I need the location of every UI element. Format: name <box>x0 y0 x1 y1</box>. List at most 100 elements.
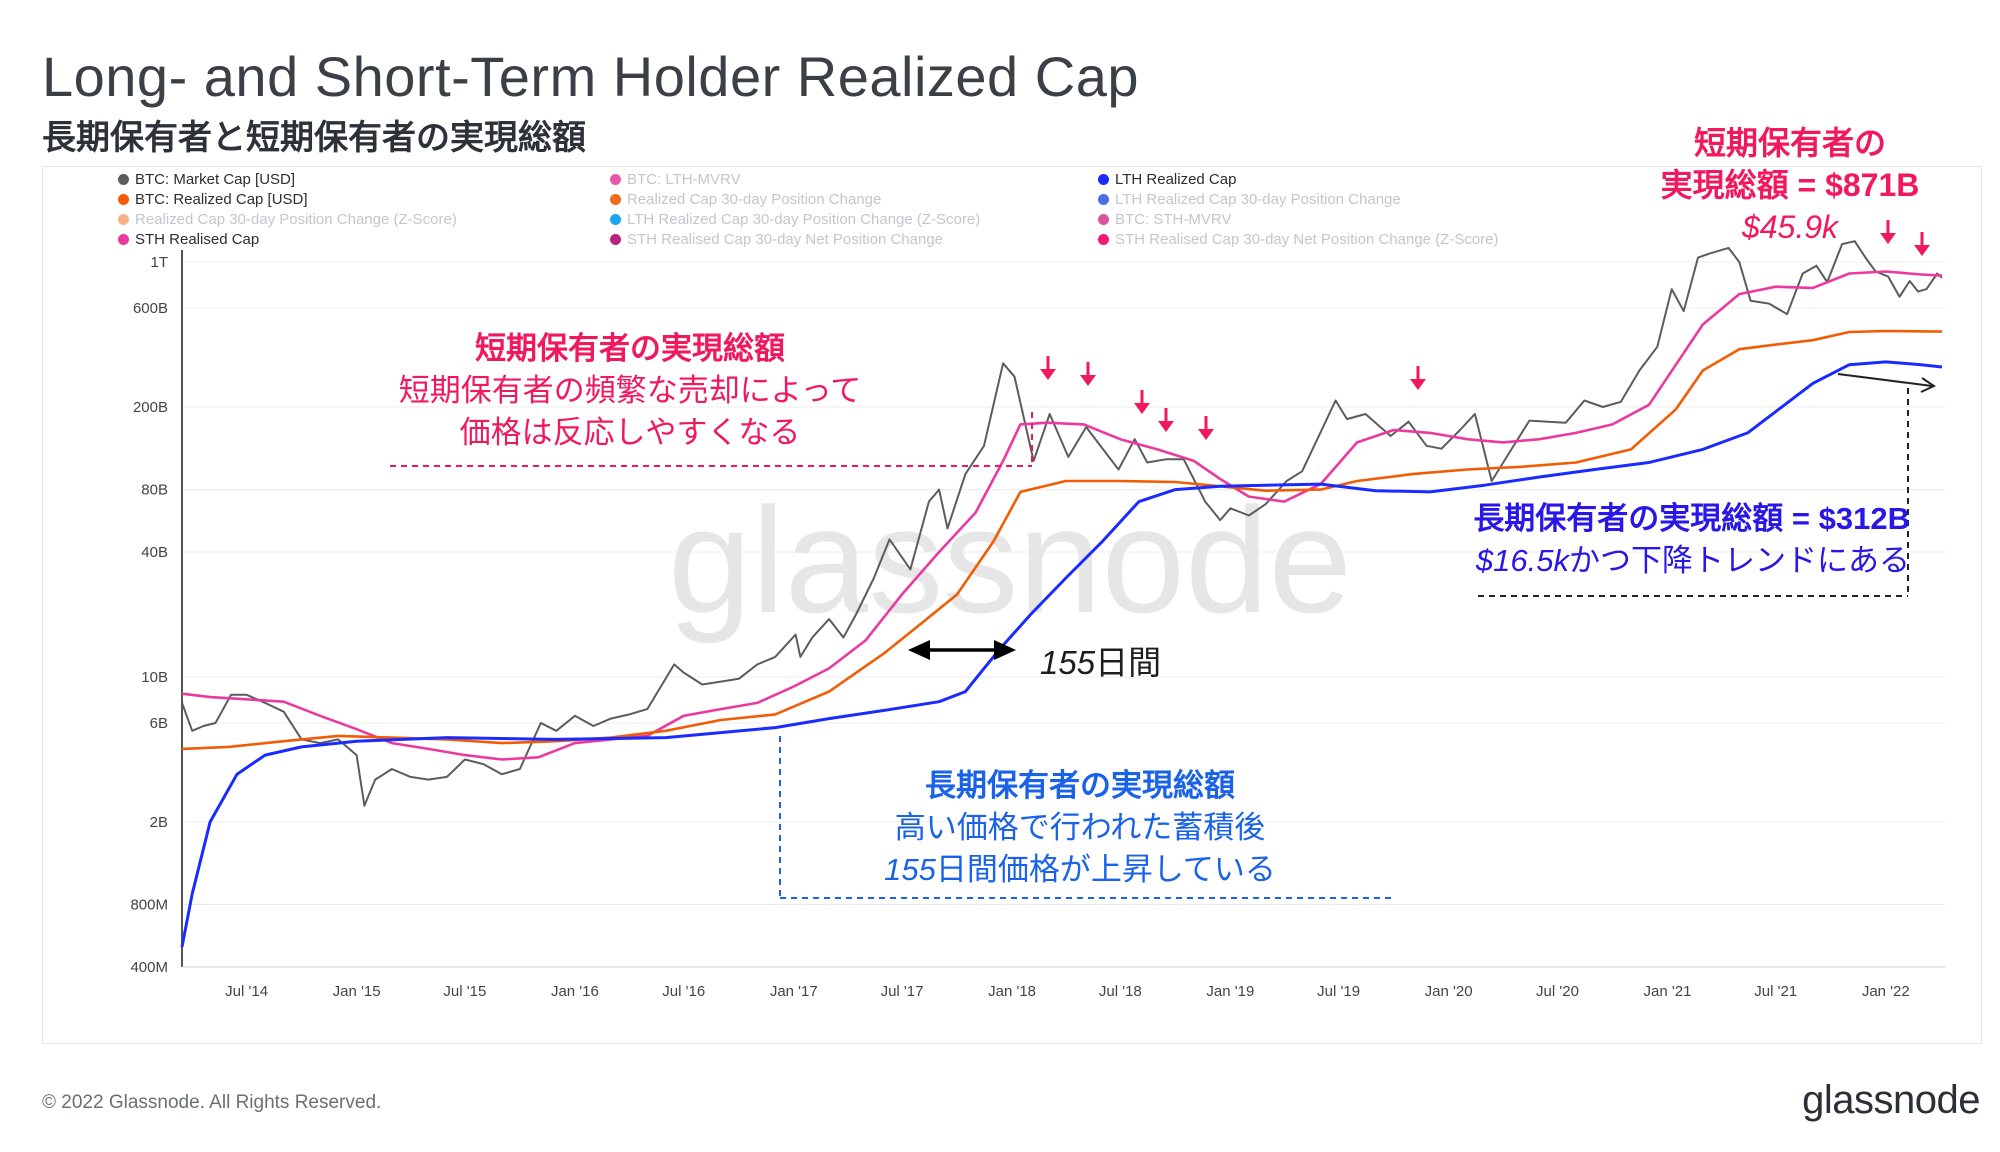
legend-item[interactable]: STH Realised Cap 30-day Net Position Cha… <box>610 231 943 248</box>
y-tick-label: 80B <box>141 482 168 499</box>
sth-mid-line2: 短期保有者の頻繁な売却によって <box>398 373 862 408</box>
legend-dot-icon <box>610 214 621 225</box>
y-tick-label: 10B <box>141 669 168 686</box>
legend-item[interactable]: Realized Cap 30-day Position Change <box>610 191 881 208</box>
legend-item[interactable]: BTC: Market Cap [USD] <box>118 171 295 188</box>
page-subtitle: 長期保有者と短期保有者の実現総額 <box>42 119 586 157</box>
legend-label: STH Realised Cap 30-day Net Position Cha… <box>627 231 944 248</box>
y-tick-label: 200B <box>133 399 168 416</box>
grid <box>182 261 1945 968</box>
legend-item[interactable]: BTC: STH-MVRV <box>1098 211 1231 228</box>
sth-mid-annotation: 短期保有者の実現総額 短期保有者の頻繁な売却によって 価格は反応しやすくなる <box>360 328 900 454</box>
x-tick-label: Jul '16 <box>662 983 705 1000</box>
legend-label: BTC: Realized Cap [USD] <box>135 191 308 208</box>
down-arrow-head-icon <box>1158 421 1174 432</box>
lth-bottom-annotation: 長期保有者の実現総額 高い価格で行われた蓄積後 155日間価格が上昇している <box>800 765 1360 891</box>
legend-label: LTH Realized Cap 30-day Position Change … <box>627 211 981 228</box>
lag-unit: 日間 <box>1095 644 1162 681</box>
series-layer <box>180 240 1943 948</box>
lth-right-price: $16.5k <box>1475 543 1569 578</box>
down-arrow-head-icon <box>1198 429 1214 440</box>
sth-top-annotation: 短期保有者の 実現総額 = $871B $45.9k <box>1590 122 1990 248</box>
series-line <box>180 360 1943 948</box>
sth-mid-line3: 価格は反応しやすくなる <box>459 415 801 450</box>
down-arrow-head-icon <box>1410 379 1426 390</box>
x-tick-label: Jan '22 <box>1862 983 1910 1000</box>
legend-dot-icon <box>1098 234 1109 245</box>
down-arrow-head-icon <box>1134 403 1150 414</box>
x-tick-label: Jan '17 <box>770 983 818 1000</box>
y-tick-label: 2B <box>150 814 168 831</box>
lth-right-line1: 長期保有者の実現総額 = $312B <box>1473 501 1910 536</box>
legend-item[interactable]: LTH Realized Cap 30-day Position Change … <box>610 211 980 228</box>
copyright-footer: © 2022 Glassnode. All Rights Reserved. <box>42 1092 382 1113</box>
lth-bottom-line3: 155日間価格が上昇している <box>800 849 1360 891</box>
brand-logo: glassnode <box>1802 1078 1980 1122</box>
legend-dot-icon <box>610 194 621 205</box>
legend-item[interactable]: LTH Realized Cap 30-day Position Change <box>1098 191 1401 208</box>
lth-bottom-days: 155 <box>884 852 936 887</box>
x-tick-label: Jan '19 <box>1206 983 1254 1000</box>
trend-arrow-icon <box>1837 373 1933 387</box>
lth-right-line2: $16.5kかつ下降トレンドにある <box>1370 540 1910 582</box>
lth-bottom-line1: 長期保有者の実現総額 <box>925 768 1235 803</box>
sth-top-line1: 短期保有者の <box>1693 125 1886 161</box>
down-arrow-head-icon <box>1080 375 1096 386</box>
x-tick-label: Jan '18 <box>988 983 1036 1000</box>
down-arrow-head-icon <box>1914 245 1930 256</box>
legend-dot-icon <box>1098 214 1109 225</box>
sth-top-line2: 実現総額 = $871B <box>1660 167 1920 203</box>
lag-label: 155日間 <box>1040 636 1161 684</box>
legend-dot-icon <box>610 234 621 245</box>
y-tick-label: 40B <box>141 544 168 561</box>
lth-right-trend: かつ下降トレンドにある <box>1569 543 1910 578</box>
legend-label: Realized Cap 30-day Position Change (Z-S… <box>135 211 457 228</box>
x-tick-label: Jan '15 <box>333 983 381 1000</box>
series-line <box>181 240 1943 807</box>
x-tick-label: Jan '21 <box>1644 983 1692 1000</box>
series-line <box>181 329 1943 751</box>
annotation-overlay <box>390 220 1937 899</box>
legend-label: BTC: LTH-MVRV <box>627 171 741 188</box>
y-tick-label: 6B <box>150 715 168 732</box>
double-arrow-right-head-icon <box>994 640 1016 660</box>
legend-label: STH Realised Cap 30-day Net Position Cha… <box>1115 231 1499 248</box>
legend-label: BTC: STH-MVRV <box>1115 211 1232 228</box>
legend-dot-icon <box>118 234 129 245</box>
lth-bottom-text: 日間価格が上昇している <box>935 852 1276 887</box>
legend-item[interactable]: STH Realised Cap <box>118 231 259 248</box>
x-tick-label: Jul '15 <box>443 983 486 1000</box>
lth-bottom-line2: 高い価格で行われた蓄積後 <box>894 810 1266 845</box>
axes: 400M 800M 2B 6B 10B 40B 80B 200B 600B 1T Jul '14 Ja… <box>130 250 1945 1000</box>
legend-label: Realized Cap 30-day Position Change <box>627 191 882 208</box>
y-tick-label: 1T <box>150 254 168 271</box>
legend-dot-icon <box>610 174 621 185</box>
legend-dot-icon <box>1098 174 1109 185</box>
legend-dot-icon <box>118 214 129 225</box>
down-arrow-head-icon <box>1880 233 1896 244</box>
legend-dot-icon <box>118 174 129 185</box>
watermark: glassnode <box>668 476 1352 644</box>
lth-right-annotation: 長期保有者の実現総額 = $312B $16.5kかつ下降トレンドにある <box>1370 498 1910 582</box>
legend-item[interactable]: Realized Cap 30-day Position Change (Z-S… <box>118 211 457 228</box>
down-arrow-head-icon <box>1040 369 1056 380</box>
legend-label: LTH Realized Cap 30-day Position Change <box>1115 191 1401 208</box>
x-tick-label: Jul '17 <box>881 983 924 1000</box>
x-tick-label: Jul '14 <box>225 983 268 1000</box>
x-tick-label: Jul '21 <box>1754 983 1797 1000</box>
double-arrow-left-head-icon <box>908 640 930 660</box>
lag-days: 155 <box>1040 644 1096 681</box>
x-tick-label: Jan '16 <box>551 983 599 1000</box>
legend-label: BTC: Market Cap [USD] <box>135 171 296 188</box>
page-title: Long- and Short-Term Holder Realized Cap <box>42 45 1139 108</box>
legend-label: STH Realised Cap <box>135 231 260 248</box>
legend-dot-icon <box>118 194 129 205</box>
legend-item[interactable]: BTC: Realized Cap [USD] <box>118 191 308 208</box>
legend-item[interactable]: STH Realised Cap 30-day Net Position Cha… <box>1098 231 1499 248</box>
legend-item[interactable]: BTC: LTH-MVRV <box>610 171 741 188</box>
sth-mid-line1: 短期保有者の実現総額 <box>475 331 785 366</box>
x-tick-label: Jul '20 <box>1536 983 1579 1000</box>
sth-top-line3: $45.9k <box>1741 209 1839 245</box>
legend-item[interactable]: LTH Realized Cap <box>1098 171 1236 188</box>
